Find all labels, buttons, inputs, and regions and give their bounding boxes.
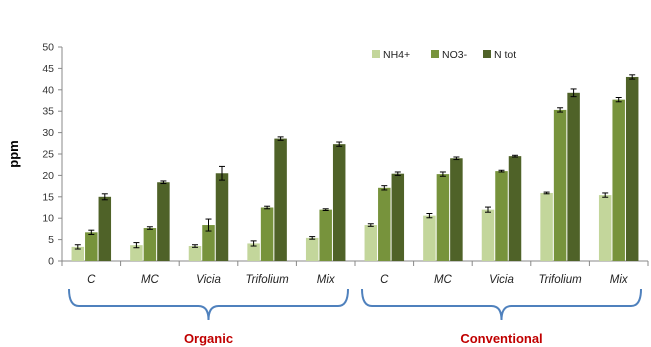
bar-nh4 <box>364 225 378 261</box>
x-category-label: C <box>87 274 96 286</box>
bar-nh4 <box>598 195 612 261</box>
legend-swatch <box>483 50 491 58</box>
y-tick-label: 50 <box>42 42 54 54</box>
x-category-label: MC <box>434 274 453 286</box>
y-tick-label: 20 <box>42 170 54 182</box>
x-category-label: Vicia <box>489 274 514 286</box>
group-label: Organic <box>184 331 233 346</box>
x-category-label: MC <box>141 274 160 286</box>
bar-no3 <box>378 187 391 261</box>
bar-ntot <box>625 76 639 262</box>
y-tick-label: 0 <box>48 256 54 268</box>
x-category-label: Mix <box>317 274 336 286</box>
bar-no3 <box>260 207 274 261</box>
bar-no3 <box>85 232 98 261</box>
bar-nh4 <box>188 246 202 261</box>
x-category-label: C <box>380 274 389 286</box>
bar-ntot <box>508 156 522 261</box>
y-tick-label: 15 <box>42 191 54 203</box>
bar-nh4 <box>481 209 495 261</box>
bar-nh4 <box>540 192 553 261</box>
x-category-label: Trifolium <box>245 274 289 286</box>
bar-ntot <box>157 182 170 261</box>
legend-swatch <box>372 50 380 58</box>
bar-ntot <box>391 173 405 261</box>
legend-label: NH4+ <box>383 49 410 61</box>
bar-nh4 <box>71 246 85 261</box>
bar-nh4 <box>423 215 436 261</box>
bar-no3 <box>495 171 508 261</box>
y-tick-label: 25 <box>42 149 54 161</box>
y-tick-label: 5 <box>48 234 54 246</box>
legend-swatch <box>431 50 439 58</box>
bar-no3 <box>143 228 157 261</box>
y-tick-label: 45 <box>42 63 54 75</box>
bar-nh4 <box>247 243 260 261</box>
y-tick-label: 10 <box>42 213 54 225</box>
legend-label: NO3- <box>442 49 468 61</box>
bar-ntot <box>450 158 463 261</box>
group-brace <box>361 288 642 321</box>
bar-no3 <box>553 109 567 261</box>
bar-ntot <box>567 92 580 262</box>
bar-nh4 <box>130 245 143 261</box>
bar-no3 <box>436 174 450 261</box>
y-tick-label: 35 <box>42 106 54 118</box>
group-brace <box>68 288 349 321</box>
bar-ntot <box>274 138 287 261</box>
x-category-label: Vicia <box>196 274 221 286</box>
bar-ntot <box>215 173 229 261</box>
y-tick-label: 40 <box>42 84 54 96</box>
y-axis-label: ppm <box>6 140 21 167</box>
x-category-label: Mix <box>610 274 629 286</box>
bar-no3 <box>319 209 332 261</box>
x-category-label: Trifolium <box>538 274 582 286</box>
bar-ntot <box>332 144 346 261</box>
bar-ntot <box>98 196 112 261</box>
bar-no3 <box>202 225 215 261</box>
bar-nh4 <box>305 237 319 261</box>
group-label: Conventional <box>460 331 542 346</box>
y-tick-label: 30 <box>42 127 54 139</box>
legend-label: N tot <box>494 49 516 61</box>
bar-no3 <box>612 99 625 261</box>
